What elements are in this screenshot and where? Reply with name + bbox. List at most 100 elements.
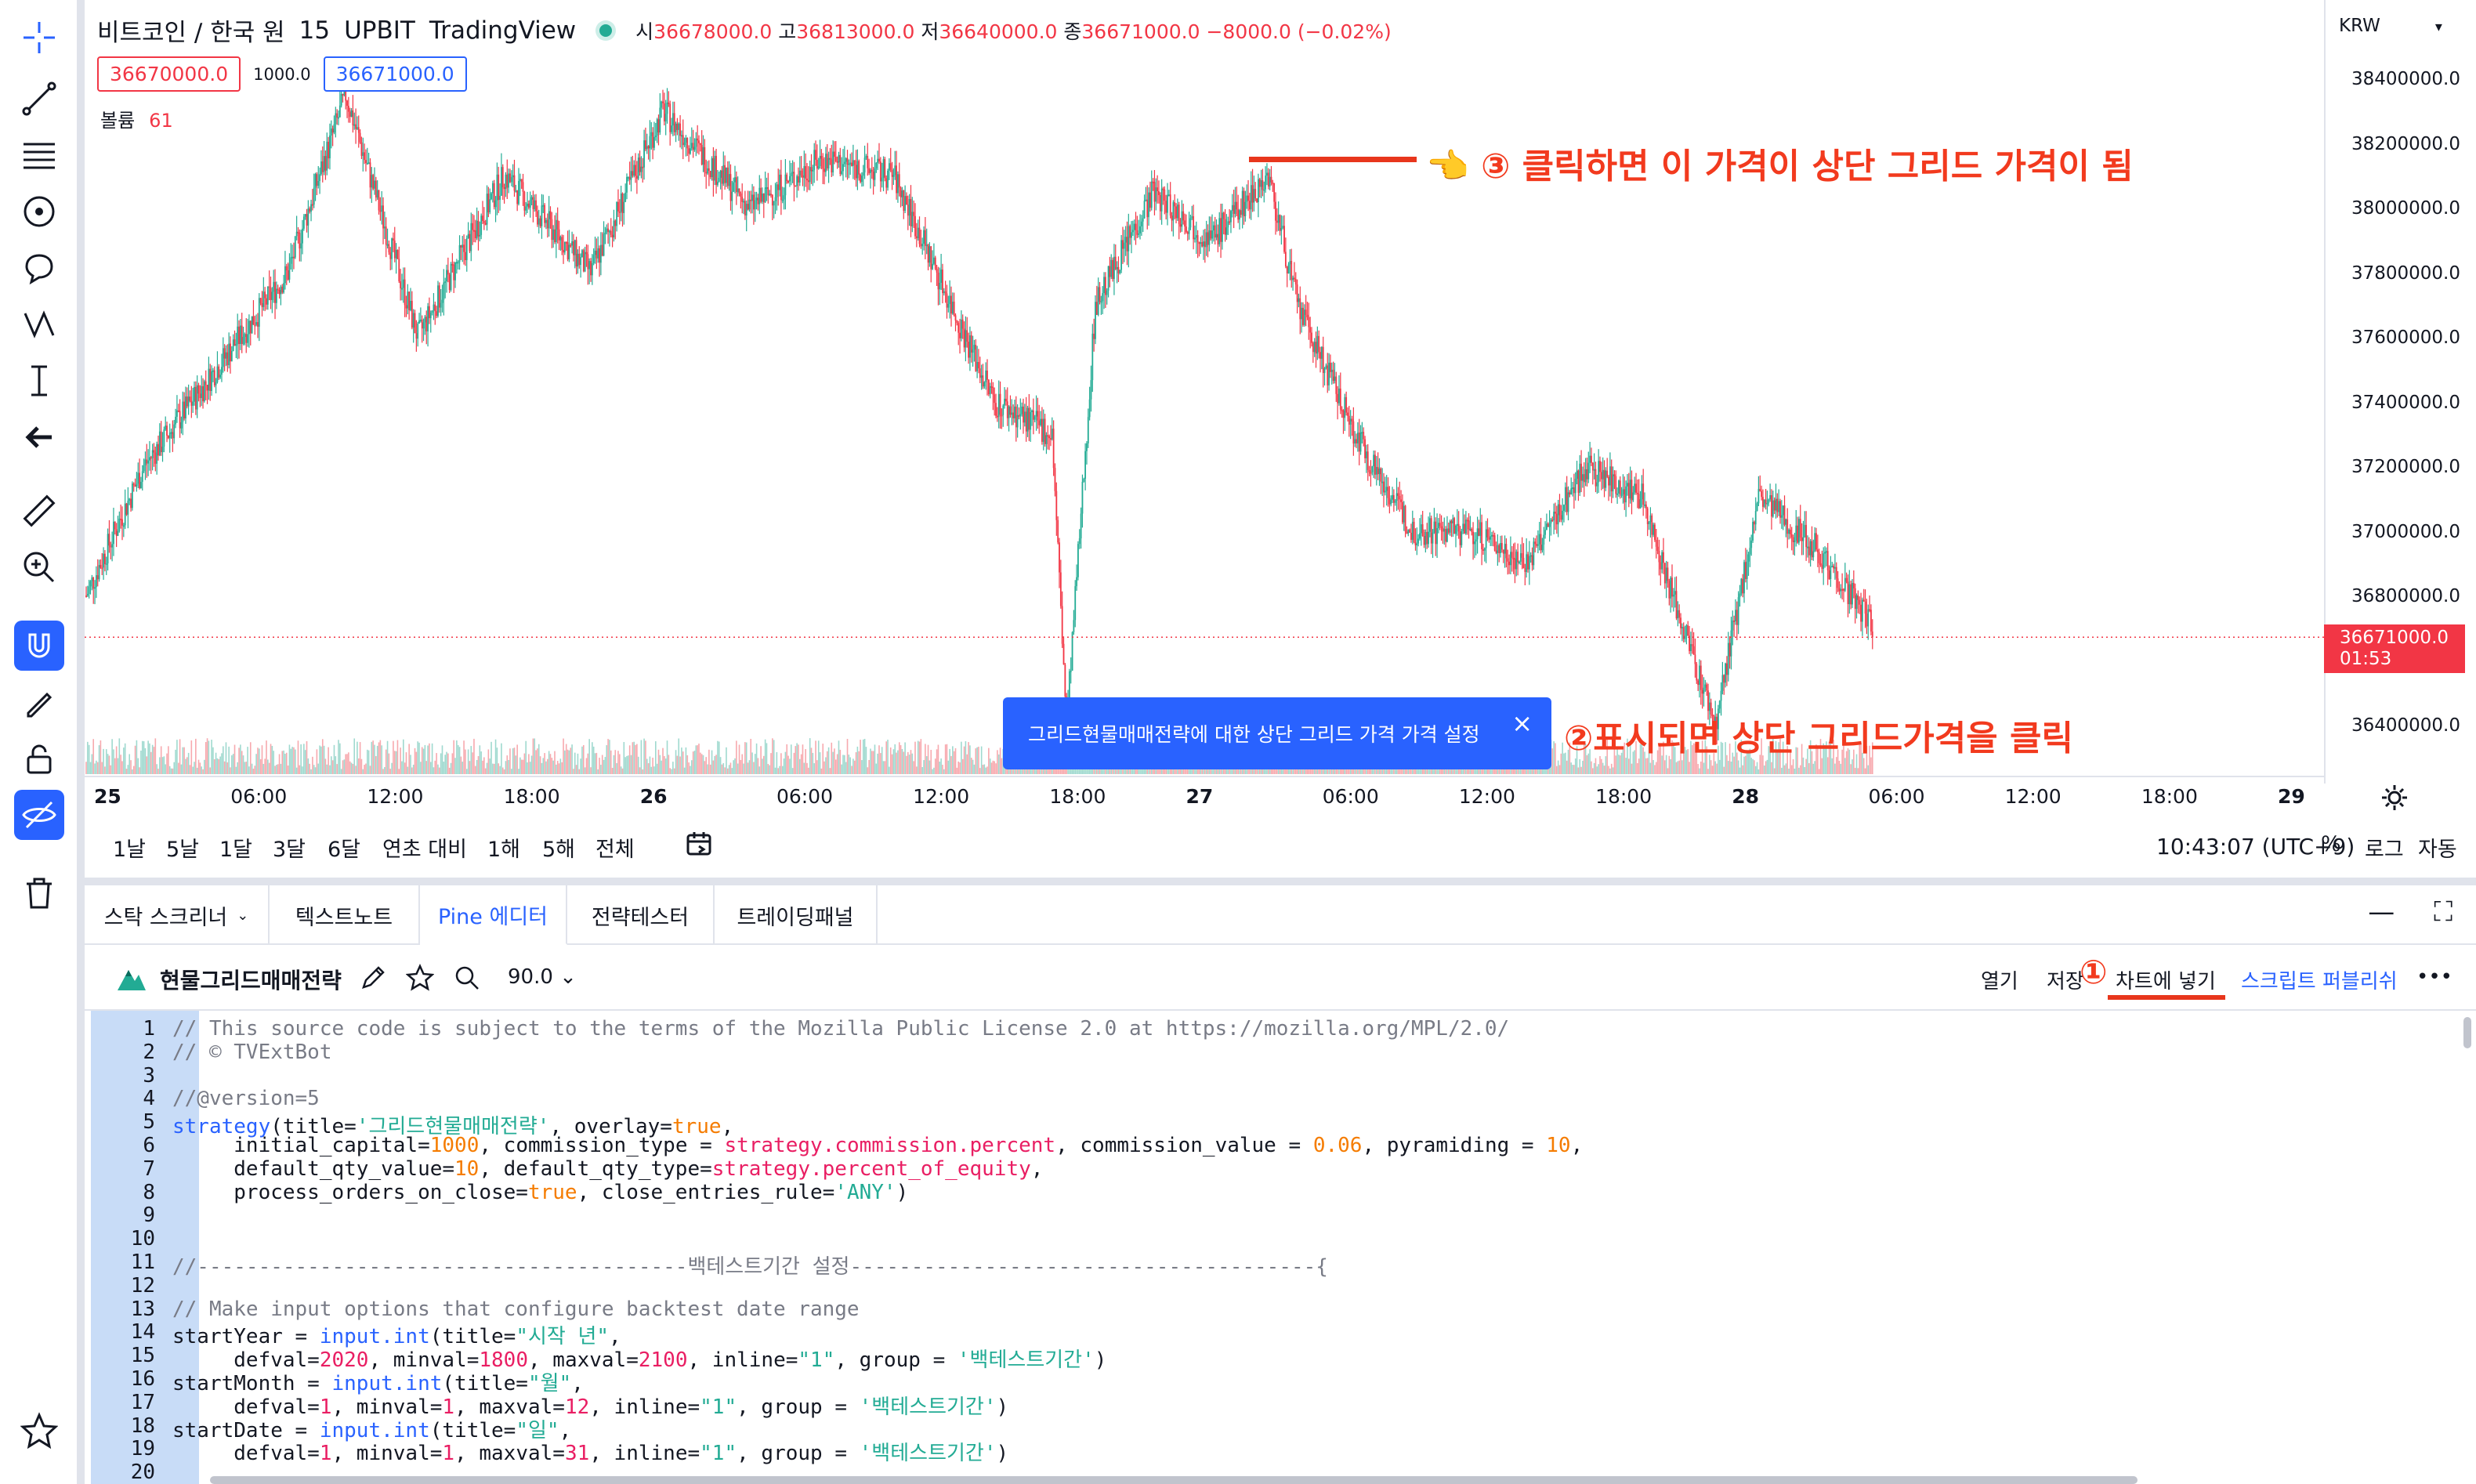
range-5y[interactable]: 5해 (542, 838, 576, 862)
bar-countdown: 01:53 (2340, 649, 2392, 669)
publish-script-button[interactable]: 스크립트 퍼블리쉬 (2241, 970, 2398, 994)
code-line[interactable]: startYear = input.int(title="시작 년", (172, 1325, 621, 1349)
price-axis-label: 37200000.0 (2351, 457, 2460, 477)
last-price-tag: 36671000.0 01:53 (2324, 624, 2465, 673)
horizontal-scrollbar[interactable] (210, 1476, 2138, 1484)
trash-icon[interactable] (14, 868, 64, 918)
back-arrow-icon[interactable] (14, 412, 64, 462)
tab-pine-editor[interactable]: Pine 에디터 (420, 885, 567, 945)
crosshair-icon[interactable] (14, 13, 64, 63)
code-line[interactable]: defval=1, minval=1, maxval=31, inline="1… (172, 1442, 1009, 1466)
magnet-icon[interactable] (14, 621, 64, 671)
xabcd-pattern-icon[interactable] (14, 299, 64, 349)
range-all[interactable]: 전체 (595, 838, 635, 862)
hide-drawings-icon[interactable] (14, 790, 64, 840)
close-icon[interactable]: × (1511, 708, 1533, 738)
pattern-icon[interactable] (14, 186, 64, 237)
interval[interactable]: 15 (299, 16, 331, 45)
line-number: 4 (143, 1087, 155, 1111)
code-line[interactable]: initial_capital=1000, commission_type = … (172, 1134, 1584, 1157)
script-name[interactable]: 현물그리드매매전략 (160, 968, 342, 994)
line-number: 12 (130, 1273, 155, 1298)
time-axis-label: 12:00 (2004, 785, 2062, 808)
tab-strategy-tester[interactable]: 전략테스터 (567, 885, 715, 945)
range-3m[interactable]: 3달 (273, 838, 306, 862)
tab-trading-panel[interactable]: 트레이딩패널 (715, 885, 878, 945)
code-editor[interactable]: 1 2 3 4 5 6 7 8 9 10 11 12 13 14 15 16 17 18 19 20 // This … (85, 1011, 2476, 1484)
line-number: 11 (130, 1251, 155, 1274)
fib-retracement-icon[interactable] (14, 130, 64, 180)
unlock-icon[interactable] (14, 733, 64, 784)
clock[interactable]: 10:43:07 (UTC+9) (2156, 834, 2355, 860)
tab-stock-screener[interactable]: 스탁 스크리너 ⌄ (85, 885, 270, 945)
code-line[interactable]: // This source code is subject to the te… (172, 1017, 1510, 1041)
ruler-icon[interactable] (14, 486, 64, 536)
currency-selector[interactable]: KRW (2339, 16, 2442, 36)
price-axis-label: 37400000.0 (2351, 392, 2460, 413)
time-axis-label: 06:00 (1868, 785, 1925, 808)
time-axis[interactable]: 25 06:00 12:00 18:00 26 06:00 12:00 18:00 27 06:0… (85, 776, 2324, 815)
line-number: 2 (143, 1040, 155, 1064)
candlestick-chart[interactable] (85, 0, 2324, 776)
left-drawing-toolbar (0, 0, 78, 1484)
code-line[interactable]: //--------------------------------------… (172, 1255, 1328, 1279)
price-change: −8000.0 (−0.02%) (1206, 20, 1392, 43)
range-ytd[interactable]: 연초 대비 (382, 838, 467, 862)
rename-pencil-icon[interactable] (359, 964, 387, 992)
percent-scale-toggle[interactable]: % (2321, 832, 2341, 856)
range-1d[interactable]: 1날 (113, 838, 147, 862)
open-script-button[interactable]: 열기 (1981, 970, 2018, 994)
trend-line-icon[interactable] (14, 74, 64, 124)
range-5d[interactable]: 5날 (166, 838, 200, 862)
minimize-panel-icon[interactable]: — (2368, 896, 2395, 928)
projection-icon[interactable] (14, 356, 64, 406)
line-number: 10 (130, 1227, 155, 1251)
star-favorites-icon[interactable] (14, 1406, 64, 1456)
ask-price[interactable]: 36671000.0 (323, 56, 467, 92)
tab-text-notes[interactable]: 텍스트노트 (270, 885, 420, 945)
code-line[interactable]: startMonth = input.int(title="월", (172, 1372, 584, 1395)
annotation-top-grid-marker (1249, 157, 1417, 162)
time-axis-label: 29 (2278, 785, 2305, 808)
lock-drawing-icon[interactable] (14, 677, 64, 727)
vertical-scrollbar[interactable] (2463, 1017, 2471, 1048)
code-line[interactable]: strategy(title='그리드현물매매전략', overlay=true… (172, 1115, 734, 1139)
code-line[interactable]: defval=2020, minval=1800, maxval=2100, i… (172, 1348, 1107, 1373)
font-size-select[interactable]: 90.0 ⌄ (508, 965, 577, 989)
log-scale-toggle[interactable]: 로그 (2365, 838, 2404, 862)
code-line[interactable]: startDate = input.int(title="일", (172, 1418, 572, 1442)
favorite-star-icon[interactable] (406, 964, 434, 992)
range-1m[interactable]: 1달 (219, 838, 253, 862)
chart-legend: 비트코인 / 한국 원 15 UPBIT TradingView 시366780… (97, 13, 1392, 48)
zoom-in-icon[interactable] (14, 542, 64, 592)
top-grid-price-tooltip[interactable]: 그리드현물매매전략에 대한 상단 그리드 가격 가격 설정 × (1003, 697, 1551, 769)
auto-scale-toggle[interactable]: 자동 (2418, 838, 2457, 862)
more-options-icon[interactable]: ••• (2416, 965, 2453, 989)
search-icon[interactable] (453, 964, 481, 992)
code-line[interactable]: // © TVExtBot (172, 1040, 332, 1064)
line-number: 15 (130, 1344, 155, 1368)
annotation-icon[interactable] (14, 243, 64, 293)
price-axis-label: 38000000.0 (2351, 198, 2460, 219)
line-number: 18 (130, 1413, 155, 1438)
line-number: 3 (143, 1063, 155, 1088)
range-1y[interactable]: 1해 (487, 838, 521, 862)
code-line[interactable]: default_qty_value=10, default_qty_type=s… (172, 1156, 1044, 1181)
goto-date-icon[interactable] (685, 831, 713, 864)
bid-price[interactable]: 36670000.0 (97, 56, 241, 92)
code-line[interactable]: defval=1, minval=1, maxval=12, inline="1… (172, 1395, 1009, 1419)
code-line[interactable]: // Make input options that configure bac… (172, 1297, 860, 1321)
line-number: 1 (143, 1017, 155, 1041)
save-script-button[interactable]: 저장 (2047, 970, 2084, 994)
add-to-chart-button[interactable]: 차트에 넣기 (2116, 970, 2216, 994)
code-line[interactable]: process_orders_on_close=true, close_entr… (172, 1180, 909, 1204)
chart-settings-gear-icon[interactable] (2379, 782, 2410, 816)
symbol-name[interactable]: 비트코인 / 한국 원 (97, 19, 285, 47)
range-6m[interactable]: 6달 (328, 838, 361, 862)
tooltip-text: 그리드현물매매전략에 대한 상단 그리드 가격 가격 설정 (1028, 723, 1480, 746)
time-axis-label: 06:00 (776, 785, 833, 808)
price-axis-label: 38200000.0 (2351, 133, 2460, 154)
code-line[interactable]: //@version=5 (172, 1087, 320, 1111)
maximize-panel-icon[interactable]: ⛶ (2434, 896, 2452, 928)
spread: 1000.0 (253, 64, 311, 84)
